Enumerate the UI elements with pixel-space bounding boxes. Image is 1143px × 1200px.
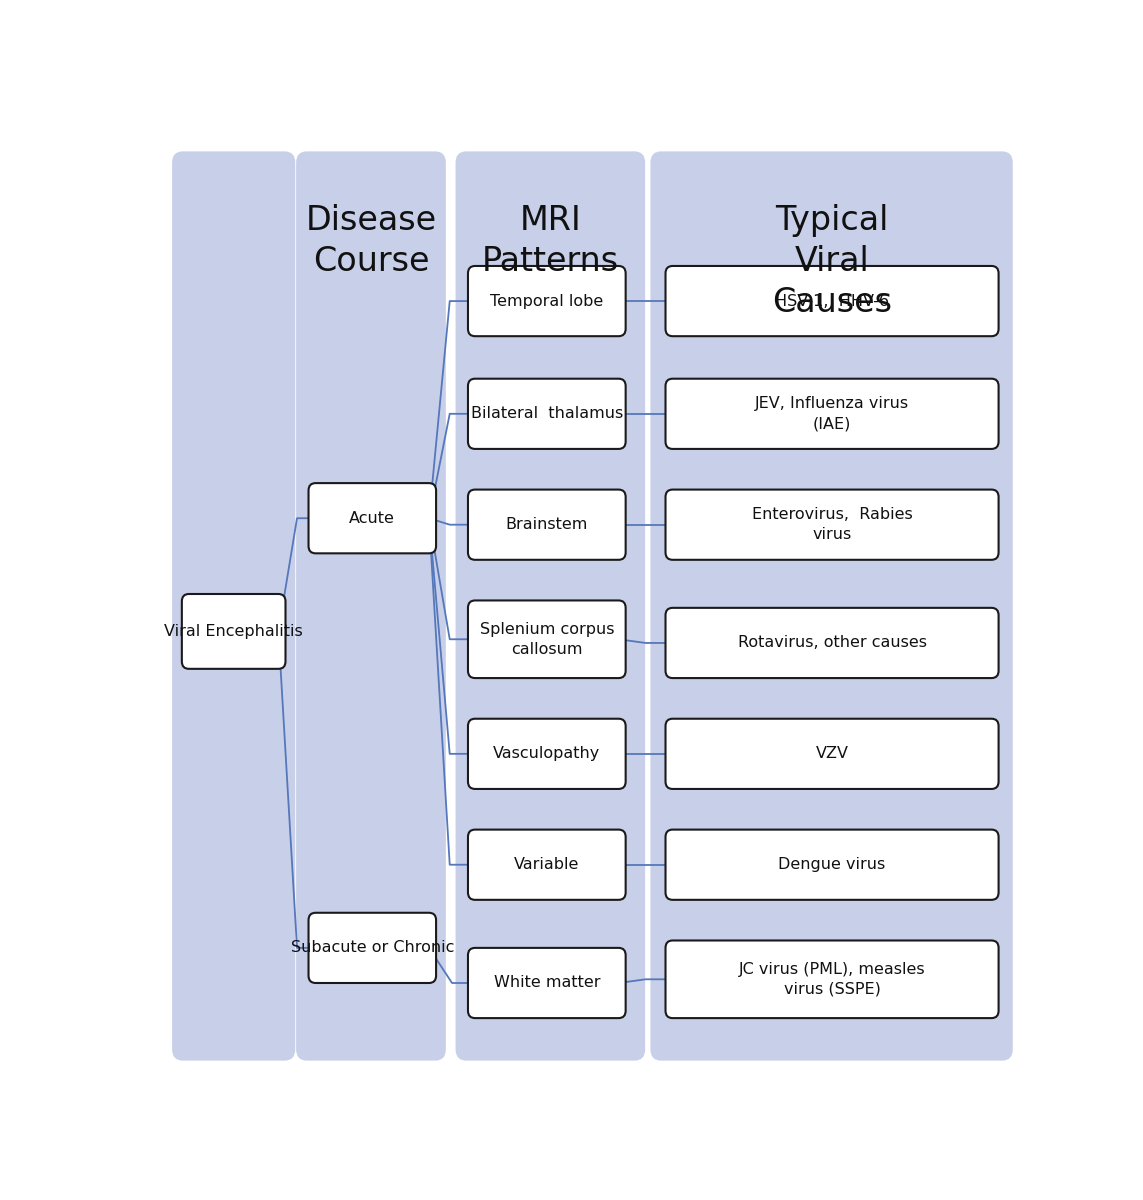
Text: MRI
Patterns: MRI Patterns	[482, 204, 618, 278]
FancyBboxPatch shape	[650, 151, 1013, 1061]
FancyBboxPatch shape	[456, 151, 645, 1061]
FancyBboxPatch shape	[173, 151, 295, 1061]
Text: Temporal lobe: Temporal lobe	[490, 294, 604, 308]
Text: Subacute or Chronic: Subacute or Chronic	[290, 941, 454, 955]
FancyBboxPatch shape	[665, 719, 999, 788]
Text: Viral Encephalitis: Viral Encephalitis	[165, 624, 303, 638]
Text: Vasculopathy: Vasculopathy	[493, 746, 600, 761]
Text: HSV-1,  HHV-6: HSV-1, HHV-6	[775, 294, 889, 308]
Text: Brainstem: Brainstem	[505, 517, 588, 532]
Text: Variable: Variable	[514, 857, 580, 872]
Text: Bilateral  thalamus: Bilateral thalamus	[471, 407, 623, 421]
Text: Typical
Viral
Causes: Typical Viral Causes	[772, 204, 892, 319]
Text: Splenium corpus
callosum: Splenium corpus callosum	[480, 622, 614, 656]
FancyBboxPatch shape	[182, 594, 286, 668]
FancyBboxPatch shape	[665, 829, 999, 900]
FancyBboxPatch shape	[665, 266, 999, 336]
FancyBboxPatch shape	[467, 719, 625, 788]
Text: Disease
Course: Disease Course	[306, 204, 437, 278]
FancyBboxPatch shape	[467, 266, 625, 336]
Text: JC virus (PML), measles
virus (SSPE): JC virus (PML), measles virus (SSPE)	[738, 962, 926, 997]
Text: JEV, Influenza virus
(IAE): JEV, Influenza virus (IAE)	[756, 396, 909, 431]
FancyBboxPatch shape	[467, 600, 625, 678]
FancyBboxPatch shape	[467, 948, 625, 1018]
Text: Acute: Acute	[350, 511, 395, 526]
FancyBboxPatch shape	[665, 490, 999, 559]
FancyBboxPatch shape	[665, 941, 999, 1018]
FancyBboxPatch shape	[296, 151, 446, 1061]
FancyBboxPatch shape	[467, 490, 625, 559]
FancyBboxPatch shape	[467, 379, 625, 449]
Text: Dengue virus: Dengue virus	[778, 857, 886, 872]
Text: White matter: White matter	[494, 976, 600, 990]
Text: VZV: VZV	[816, 746, 848, 761]
FancyBboxPatch shape	[309, 484, 437, 553]
FancyBboxPatch shape	[309, 913, 437, 983]
FancyBboxPatch shape	[665, 608, 999, 678]
FancyBboxPatch shape	[467, 829, 625, 900]
Text: Rotavirus, other causes: Rotavirus, other causes	[737, 636, 927, 650]
FancyBboxPatch shape	[665, 379, 999, 449]
Text: Enterovirus,  Rabies
virus: Enterovirus, Rabies virus	[752, 508, 912, 542]
